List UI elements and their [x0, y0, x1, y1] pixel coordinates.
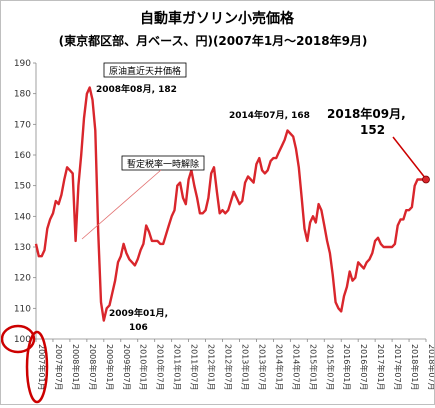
x-tick-label: 2009年07月 — [122, 344, 132, 391]
x-tick-label: 2009年01月 — [105, 344, 115, 391]
low-label-line2: 106 — [129, 323, 148, 333]
axis-origin-highlight-circle — [0, 324, 36, 354]
x-tick-label: 2012年07月 — [224, 344, 234, 391]
tax-box — [121, 155, 205, 171]
y-tick-label: 100 — [14, 335, 31, 345]
x-tick-label: 2015年01月 — [308, 344, 318, 391]
x-tick-label: 2007年01月 — [37, 344, 47, 391]
x-tick-label: 2017年07月 — [393, 344, 403, 391]
price-series-line — [34, 86, 426, 322]
series-layer — [34, 86, 430, 322]
x-tick-label: 2016年01月 — [342, 344, 352, 391]
x-tick-label: 2014年07月 — [291, 344, 301, 391]
tax-box-label: 暫定税率一時解除 — [127, 158, 199, 170]
x-axis: 2007年01月 2007年07月 2008年01月 2008年07月 2009年01月… — [35, 338, 435, 391]
x-tick-label: 2015年07月 — [325, 344, 335, 391]
x-tick-label: 2012年01月 — [207, 344, 217, 391]
chart-title: 自動車ガソリン小売価格 — [140, 10, 295, 27]
x-tick-label: 2011年01月 — [173, 344, 183, 391]
y-tick-label: 140 — [14, 212, 31, 222]
latest-label-line2: 152 — [360, 123, 385, 137]
y-tick-label: 130 — [14, 243, 31, 253]
tax-leader-line — [81, 169, 162, 240]
y-tick-label: 110 — [14, 304, 31, 314]
y-tick-label: 180 — [14, 90, 31, 100]
peak-label: 2008年08月, 182 — [96, 83, 177, 95]
chart-subtitle: (東京都区部、月ベース、円)(2007年1月〜2018年9月) — [59, 33, 368, 48]
high2014-label: 2014年07月, 168 — [229, 109, 310, 121]
x-tick-label: 2013年01月 — [240, 344, 250, 391]
x-tick-label: 2010年07月 — [156, 344, 166, 391]
x-tick-label: 2018年07月 — [427, 344, 434, 391]
y-tick-label: 120 — [14, 274, 31, 284]
x-tick-label: 2010年01月 — [139, 344, 149, 391]
x-tick-label: 2007年07月 — [54, 344, 64, 391]
x-tick-label: 2016年07月 — [359, 344, 369, 391]
latest-label-line1: 2018年09月, — [327, 106, 406, 121]
y-tick-label: 190 — [14, 59, 31, 69]
y-tick-label: 150 — [14, 182, 31, 192]
oil-peak-box — [103, 62, 187, 78]
x-tick-label: 2017年01月 — [376, 344, 386, 391]
x-tick-label: 2008年01月 — [71, 344, 81, 391]
latest-point-marker — [422, 175, 430, 184]
start-label-highlight-circle — [25, 330, 49, 404]
oil-peak-box-label: 原油直近天井価格 — [109, 65, 181, 77]
x-tick-label: 2013年07月 — [257, 344, 267, 391]
x-tick-label: 2014年01月 — [274, 344, 284, 391]
y-axis: 100 110 120 130 140 150 160 170 180 190 — [14, 59, 37, 345]
y-tick-label: 170 — [14, 120, 31, 130]
y-tick-label: 160 — [14, 151, 31, 161]
x-tick-label: 2008年07月 — [88, 344, 98, 391]
latest-arrow — [392, 136, 425, 177]
x-tick-label: 2018年01月 — [410, 344, 420, 391]
low-label-line1: 2009年01月, — [109, 307, 168, 319]
x-tick-label: 2011年07月 — [190, 344, 200, 391]
